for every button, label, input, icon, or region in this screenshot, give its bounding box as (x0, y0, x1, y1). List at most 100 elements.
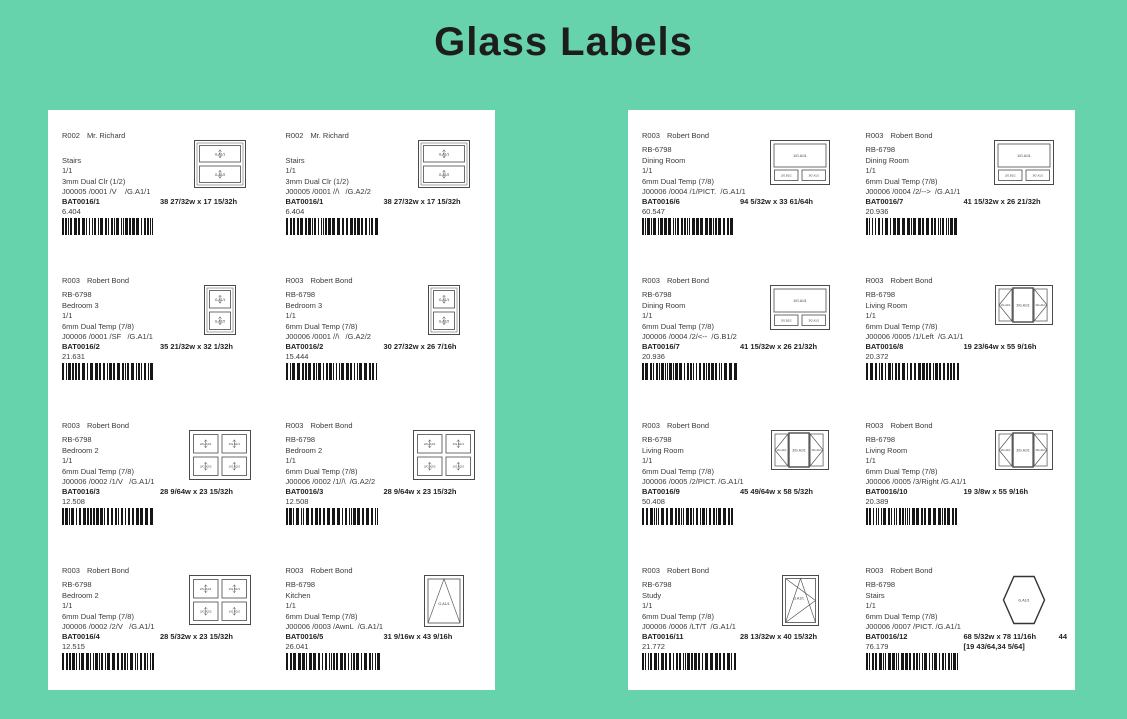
dimensions: 31 9/16w x 43 9/16h (384, 632, 490, 642)
customer-name: Robert Bond (86, 276, 130, 285)
weight-value: 20.936 (865, 207, 889, 216)
customer-name: Mr. Richard (86, 131, 126, 140)
barcode (62, 508, 158, 525)
svg-text:G.A1/1: G.A1/1 (215, 298, 226, 302)
dimension-text: 30 27/32w x 26 7/16h (383, 342, 457, 351)
window-diagram-icon: 1/G.A1/1 2/G.A1/1 3/G.A1/1 (760, 430, 840, 470)
customer-line: R003 Robert Bond (62, 421, 129, 430)
room-code: R002 (285, 131, 304, 140)
job-reference: J00006 /0004 /2/--> /G.A1/1 (865, 187, 961, 196)
svg-text:1/G.A1/1: 1/G.A1/1 (1000, 303, 1011, 307)
job-reference: J00005 /0001 /V /G.A1/1 (62, 187, 151, 196)
dimensions: 38 27/32w x 17 15/32h (160, 197, 266, 207)
customer-line: R003 Robert Bond (642, 566, 709, 575)
svg-text:1/G.A2/2: 1/G.A2/2 (452, 465, 464, 469)
room-code: R003 (62, 566, 80, 575)
spec-lines: RB-6798 Living Room 1/1 6mm Dual Temp (7/8) (865, 435, 938, 476)
dimensions: 28 5/32w x 23 15/32h (160, 632, 266, 642)
weight-value: 20.389 (865, 497, 889, 506)
room-code: R003 (642, 276, 660, 285)
job-reference: J00006 /0005 /1/Left /G.A1/1 (865, 332, 964, 341)
svg-text:2/G.A2/2: 2/G.A2/2 (200, 610, 212, 614)
window-diagram-icon: 2/G.A1/1 1/G.A1/1 2/G.A2/2 1/G.A2/2 (404, 430, 484, 480)
spec-lines: RB-6798 Dining Room 1/1 6mm Dual Temp (7/8) (642, 145, 714, 186)
dimension-text: 68 5/32w x 78 11/16h (963, 632, 1037, 641)
room-code: R003 (865, 276, 884, 285)
dimensions: 41 15/32w x 26 21/32h (740, 342, 846, 352)
job-reference: J00006 /0001 /SF /G.A1/1 (62, 332, 153, 341)
customer-name: Robert Bond (890, 566, 933, 575)
svg-text:3/G.A1/1: 3/G.A1/1 (808, 318, 819, 322)
batch-number: BAT0016/9 (642, 487, 680, 496)
dimension-text: 38 27/32w x 17 15/32h (383, 197, 461, 206)
svg-text:1/G.A2/2: 1/G.A2/2 (229, 465, 241, 469)
glass-label: R003 Robert Bond RB-6798 Bedroom 2 1/1 6mm D… (272, 400, 496, 545)
window-diagram-icon: G.A1/1 G.A2/2 (180, 285, 260, 335)
barcode (642, 508, 738, 525)
batch-number: BAT0016/7 (642, 342, 680, 351)
customer-line: R003 Robert Bond (642, 421, 709, 430)
customer-name: Robert Bond (310, 421, 353, 430)
batch-number: BAT0016/2 (62, 342, 100, 351)
window-diagram-icon: G.A1/1 (760, 575, 840, 626)
barcode (62, 363, 158, 380)
job-reference: J00006 /0006 /LT/T /G.A1/1 (642, 622, 736, 631)
batch-number: BAT0016/10 (865, 487, 908, 496)
glass-label: R003 Robert Bond RB-6798 Stairs 1/1 6mm Dual… (852, 545, 1076, 690)
svg-text:G.A1/1: G.A1/1 (438, 152, 449, 156)
customer-line: R003 Robert Bond (866, 131, 933, 140)
weight-value: 12.508 (62, 497, 85, 506)
dimensions: 28 9/64w x 23 15/32h (384, 487, 490, 497)
barcode (285, 218, 382, 235)
room-code: R003 (285, 421, 304, 430)
batch-number: BAT0016/11 (642, 632, 684, 641)
customer-name: Robert Bond (86, 421, 130, 430)
spec-lines: RB-6798 Living Room 1/1 6mm Dual Temp (7/8) (865, 290, 938, 331)
dimension-offsets: [19 43/64,34 5/64] (963, 642, 1025, 651)
customer-name: Robert Bond (666, 421, 710, 430)
svg-text:1/G.A1/1: 1/G.A1/1 (793, 154, 806, 158)
svg-text:G.A1/1: G.A1/1 (215, 152, 226, 156)
weight-value: 76.179 (865, 642, 889, 651)
barcode (865, 218, 962, 235)
dimension-text: 28 5/32w x 23 15/32h (160, 632, 233, 641)
svg-text:1/G.A2/2: 1/G.A2/2 (229, 610, 241, 614)
glass-label: R003 Robert Bond RB-6798 Bedroom 2 1/1 6mm D… (48, 545, 272, 690)
customer-name: Robert Bond (890, 421, 933, 430)
svg-text:G.A1/1: G.A1/1 (793, 596, 804, 600)
dimensions: 45 49/64w x 58 5/32h (740, 487, 846, 497)
dimensions: 19 3/8w x 55 9/16h (964, 487, 1070, 497)
dimensions: 19 23/64w x 55 9/16h (964, 342, 1070, 352)
svg-text:1/G.A1/1: 1/G.A1/1 (776, 448, 787, 452)
customer-line: R003 Robert Bond (62, 566, 129, 575)
job-reference: J00006 /0005 /3/Right /G.A1/1 (865, 477, 967, 486)
glass-label: R003 Robert Bond RB-6798 Living Room 1/1 6mm… (628, 400, 852, 545)
dimension-text: 35 21/32w x 32 1/32h (160, 342, 233, 351)
spec-lines: RB-6798 Living Room 1/1 6mm Dual Temp (7/8) (642, 435, 714, 476)
job-reference: J00006 /0004 /1/PICT. /G.A1/1 (642, 187, 746, 196)
barcode (642, 218, 738, 235)
dimensions: 35 21/32w x 32 1/32h (160, 342, 266, 352)
batch-number: BAT0016/7 (865, 197, 904, 206)
glass-label: R003 Robert Bond RB-6798 Bedroom 3 1/1 6mm D… (48, 255, 272, 400)
customer-line: R003 Robert Bond (286, 566, 353, 575)
svg-text:1/G.A1/1: 1/G.A1/1 (229, 442, 241, 446)
barcode (285, 363, 382, 380)
spec-lines: RB-6798 Stairs 1/1 6mm Dual Temp (7/8) (865, 580, 938, 621)
room-code: R003 (62, 276, 80, 285)
dimensions: 38 27/32w x 17 15/32h (384, 197, 490, 207)
dimension-text: 31 9/16w x 43 9/16h (383, 632, 453, 641)
customer-line: R003 Robert Bond (286, 276, 353, 285)
dimension-text: 41 15/32w x 26 21/32h (963, 197, 1041, 206)
svg-text:G.A2/2: G.A2/2 (438, 319, 449, 323)
glass-label: R003 Robert Bond RB-6798 Dining Room 1/1 6mm… (628, 110, 852, 255)
glass-label: R003 Robert Bond RB-6798 Dining Room 1/1 6mm… (628, 255, 852, 400)
glass-label: R003 Robert Bond RB-6798 Kitchen 1/1 6mm Dua… (272, 545, 496, 690)
window-diagram-icon: 2/G.A1/1 1/G.A1/1 2/G.A2/2 1/G.A2/2 (180, 575, 260, 625)
batch-number: BAT0016/5 (285, 632, 324, 641)
dimension-text: 28 9/64w x 23 15/32h (383, 487, 457, 496)
customer-name: Robert Bond (310, 566, 353, 575)
window-diagram-icon: G.A1/1 (404, 575, 484, 627)
barcode (865, 363, 962, 380)
window-diagram-icon: G.A1/1 G.A2/2 (404, 285, 484, 335)
